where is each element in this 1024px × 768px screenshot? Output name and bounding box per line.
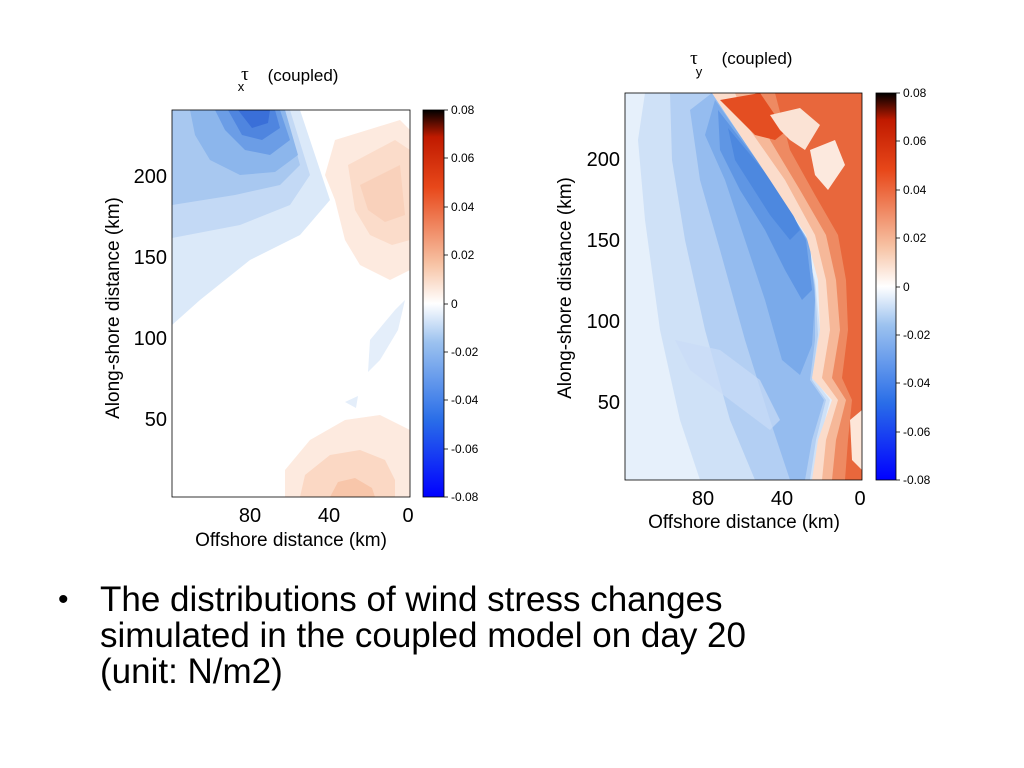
panel-taux-cbar-tick: -0.02 [451, 345, 479, 359]
panel-tauy-xlabel: Offshore distance (km) [648, 512, 840, 533]
bullet-dot: • [58, 583, 69, 616]
panel-tauy-colorbar [875, 92, 897, 481]
panel-tauy-ytick: 100 [587, 311, 620, 333]
panel-taux-ytick: 100 [134, 328, 167, 350]
panel-tauy-ytick: 200 [587, 149, 620, 171]
bullet-line: The distributions of wind stress changes [100, 580, 723, 619]
panel-tauy-cbar-tick: 0.08 [903, 86, 927, 100]
panel-taux-ytick: 150 [134, 247, 167, 269]
panel-taux-xtick: 80 [239, 505, 261, 527]
panel-tauy: τ y (coupled) [555, 48, 931, 533]
panel-taux-cbar-tick: -0.06 [451, 442, 479, 456]
panel-taux-xtick: 0 [402, 505, 413, 527]
panel-tauy-title-symbol: τ [690, 48, 698, 69]
panel-tauy-field [625, 93, 862, 480]
panel-taux-cbar-tick: 0.04 [451, 200, 475, 214]
figure-panels: τ x (coupled) [103, 48, 931, 551]
bullet-line: (unit: N/m2) [100, 652, 283, 691]
panel-taux: τ x (coupled) [103, 64, 479, 551]
panel-tauy-cbar-tick: 0.02 [903, 231, 927, 245]
bullet-text: The distributions of wind stress changes… [100, 582, 920, 690]
bullet-line: simulated in the coupled model on day 20 [100, 616, 746, 655]
panel-tauy-cbar-tick: -0.08 [903, 473, 931, 487]
panel-taux-cbar-tick: 0.06 [451, 151, 475, 165]
panel-taux-ytick: 50 [145, 409, 167, 431]
panel-taux-xlabel: Offshore distance (km) [195, 530, 387, 551]
panel-tauy-xtick: 0 [854, 488, 865, 510]
panel-tauy-cbar-tick: -0.04 [903, 376, 931, 390]
panel-tauy-cbar-tick: 0 [903, 280, 910, 294]
panel-taux-title-symbol: τ [241, 64, 249, 85]
panel-tauy-ytick: 150 [587, 230, 620, 252]
panel-tauy-xtick: 80 [692, 488, 714, 510]
panel-tauy-title-subscript: y [696, 64, 703, 79]
panel-taux-title-suffix: (coupled) [268, 66, 339, 85]
panel-taux-xtick: 40 [318, 505, 340, 527]
panel-tauy-title-suffix: (coupled) [722, 49, 793, 68]
panel-taux-cbar-tick: 0.08 [451, 103, 475, 117]
panel-tauy-cbar-tick: 0.04 [903, 183, 927, 197]
panel-tauy-ytick: 50 [598, 392, 620, 414]
panel-taux-cbar-tick: -0.04 [451, 393, 479, 407]
panel-taux-ylabel: Along-shore distance (km) [103, 197, 124, 419]
panel-taux-field [172, 110, 410, 497]
panel-taux-ytick: 200 [134, 166, 167, 188]
panel-tauy-cbar-tick: 0.06 [903, 134, 927, 148]
panel-taux-cbar-tick: -0.08 [451, 490, 479, 504]
panel-tauy-xtick: 40 [771, 488, 793, 510]
panel-tauy-cbar-tick: -0.02 [903, 328, 931, 342]
panel-taux-cbar-tick: 0.02 [451, 248, 475, 262]
panel-tauy-ylabel: Along-shore distance (km) [555, 177, 576, 399]
panel-taux-colorbar [422, 109, 445, 498]
panel-tauy-cbar-tick: -0.06 [903, 425, 931, 439]
panel-taux-cbar-tick: 0 [451, 297, 458, 311]
panel-taux-title-subscript: x [238, 79, 245, 94]
